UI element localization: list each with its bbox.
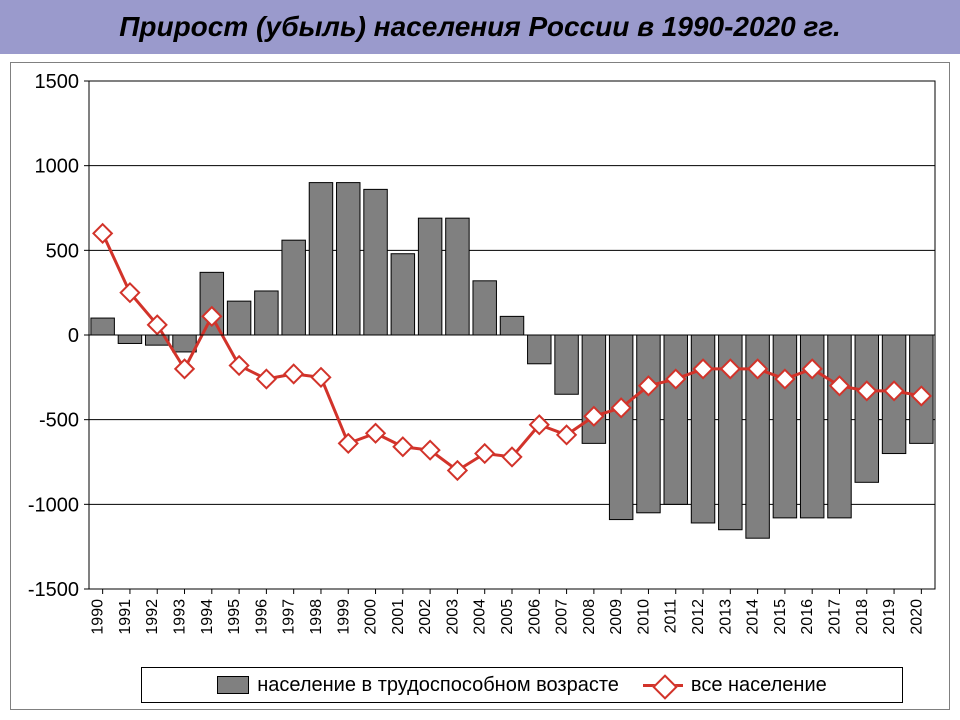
legend-item-bars: население в трудоспособном возрасте <box>217 674 619 697</box>
x-tick-label: 2018 <box>854 599 871 635</box>
line-marker <box>312 368 330 386</box>
chart-svg: -1500 -1000 -500 0 500 1000 1500 1990 1991 1992 19… <box>11 63 949 663</box>
line-marker <box>175 360 193 378</box>
line-marker <box>475 444 493 462</box>
x-tick-label: 2013 <box>717 599 734 635</box>
x-tick-label: 2002 <box>417 599 434 635</box>
x-tick-label: 2016 <box>799 599 816 635</box>
x-tick-label: 1999 <box>335 599 352 635</box>
legend-label-line: все население <box>691 674 827 697</box>
bar <box>528 335 551 364</box>
bar <box>828 335 851 518</box>
line-marker <box>366 424 384 442</box>
x-tick-label: 2001 <box>390 599 407 635</box>
bar <box>364 189 387 335</box>
x-tick-label: 2019 <box>881 599 898 635</box>
x-tick-label: 1997 <box>281 599 298 635</box>
x-tick-label: 1994 <box>199 599 216 635</box>
line-series <box>103 233 922 470</box>
x-tick-label: 2012 <box>690 599 707 635</box>
bar <box>418 218 441 335</box>
bar <box>609 335 632 520</box>
title-bar: Прирост (убыль) населения России в 1990-… <box>0 0 960 54</box>
svg-text:-1500: -1500 <box>28 579 79 601</box>
page-title: Прирост (убыль) населения России в 1990-… <box>119 11 841 43</box>
x-tick-label: 1998 <box>308 599 325 635</box>
bar <box>500 316 523 335</box>
x-tick-label: 2014 <box>745 599 762 635</box>
x-tick-label: 2017 <box>826 599 843 635</box>
line-marker <box>339 434 357 452</box>
x-tick-label: 2000 <box>363 599 380 635</box>
x-tick-label: 2008 <box>581 599 598 635</box>
legend-swatch-bars <box>217 676 249 694</box>
bar <box>391 254 414 335</box>
bar <box>637 335 660 513</box>
svg-text:500: 500 <box>46 240 79 262</box>
x-tick-label: 2020 <box>908 599 925 635</box>
svg-text:1500: 1500 <box>35 71 80 93</box>
x-tick-label: 2006 <box>526 599 543 635</box>
x-tick-label: 2003 <box>444 599 461 635</box>
bar <box>309 183 332 335</box>
x-tick-label: 1992 <box>144 599 161 635</box>
x-tick-label: 2007 <box>554 599 571 635</box>
line-marker <box>93 224 111 242</box>
svg-text:-1000: -1000 <box>28 494 79 516</box>
line-marker <box>394 438 412 456</box>
x-tick-label: 2015 <box>772 599 789 635</box>
bar <box>664 335 687 504</box>
legend-swatch-line <box>643 677 683 693</box>
x-tick-label: 2010 <box>635 599 652 635</box>
x-tick-label: 1996 <box>253 599 270 635</box>
bar <box>773 335 796 518</box>
bar <box>582 335 605 443</box>
bar <box>446 218 469 335</box>
x-tick-label: 1991 <box>117 599 134 635</box>
bar <box>173 335 196 352</box>
line-marker <box>230 356 248 374</box>
line-marker <box>557 426 575 444</box>
legend-label-bars: население в трудоспособном возрасте <box>257 674 619 697</box>
bar <box>118 335 141 343</box>
svg-text:-500: -500 <box>39 410 79 432</box>
svg-text:1000: 1000 <box>35 156 80 178</box>
chart-container: -1500 -1000 -500 0 500 1000 1500 1990 1991 1992 19… <box>10 62 950 710</box>
line-marker <box>257 370 275 388</box>
x-tick-label: 2011 <box>663 599 680 634</box>
bar <box>555 335 578 394</box>
x-tick-label: 2004 <box>472 599 489 635</box>
x-tick-label: 1990 <box>90 599 107 635</box>
x-tick-label: 2009 <box>608 599 625 635</box>
bar <box>473 281 496 335</box>
legend-item-line: все население <box>643 674 827 697</box>
bar <box>282 240 305 335</box>
x-tick-label: 1993 <box>172 599 189 635</box>
line-marker <box>284 365 302 383</box>
bar <box>227 301 250 335</box>
svg-text:0: 0 <box>68 325 79 347</box>
bar <box>255 291 278 335</box>
bar <box>91 318 114 335</box>
bar <box>337 183 360 335</box>
legend: население в трудоспособном возрасте все … <box>141 667 903 703</box>
x-tick-label: 2005 <box>499 599 516 635</box>
x-tick-label: 1995 <box>226 599 243 635</box>
bar <box>855 335 878 482</box>
